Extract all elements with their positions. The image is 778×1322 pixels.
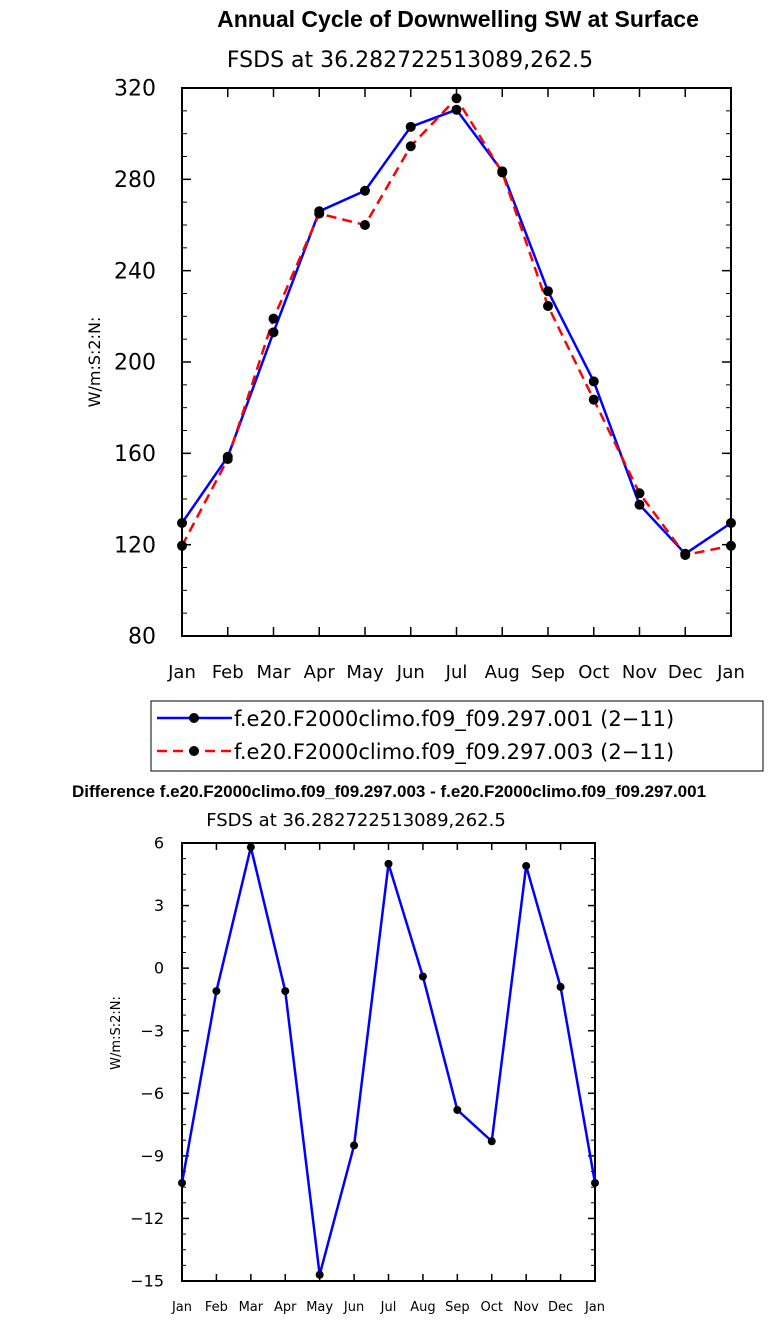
chart2-series1-point	[246, 843, 255, 852]
chart1-legend: f.e20.F2000climo.f09_f09.297.001 (2−11) …	[150, 700, 764, 772]
chart1-y-axis-label: W/m:S:2:N:	[85, 317, 104, 408]
chart1-series2-point	[543, 301, 553, 312]
chart1-series1-point	[360, 185, 370, 196]
chart2-x-tick-label: Sep	[445, 1300, 470, 1315]
chart2-series1-point	[556, 982, 565, 991]
chart1-x-tick-label: Dec	[668, 662, 703, 683]
chart2-y-tick-label: −12	[130, 1209, 164, 1228]
chart1-plot-frame	[181, 87, 732, 637]
chart2-series1-point	[591, 1178, 599, 1187]
chart1-y-tick-label: 280	[114, 168, 156, 193]
legend-series1-marker	[189, 713, 199, 723]
chart1-x-tick-label: Apr	[304, 662, 336, 683]
chart1-series2-point	[588, 394, 599, 405]
chart1-series1-point	[543, 286, 553, 297]
chart2-x-tick-label: Dec	[548, 1300, 573, 1315]
chart2-y-tick-label: 3	[154, 896, 164, 915]
chart2-series1-point	[418, 972, 427, 981]
chart1-series1-point	[726, 517, 736, 528]
chart1-x-tick-label: Oct	[578, 662, 609, 683]
chart1-series2-point	[405, 141, 416, 152]
chart1-series1-point	[405, 121, 416, 132]
chart2-x-tick-label: Jan	[584, 1300, 605, 1315]
chart1-x-tick-label: Jul	[445, 662, 468, 683]
legend-series2-label: f.e20.F2000climo.f09_f09.297.003 (2−11)	[234, 740, 674, 765]
chart2-series1-point	[384, 859, 393, 868]
chart2-y-tick-label: −9	[140, 1146, 164, 1165]
chart2-x-tick-label: Jul	[380, 1300, 397, 1315]
chart2-series1-point	[350, 1141, 359, 1150]
chart2-x-tick-label: Mar	[239, 1300, 264, 1315]
chart1-series1-point	[177, 517, 187, 528]
chart2-x-tick-label: Nov	[513, 1300, 539, 1315]
chart1-plot: 80 120 160 200 240 280 320 Jan Feb Mar Apr May Jun Ju…	[114, 77, 745, 683]
chart2-series1-point	[453, 1105, 462, 1114]
chart1-series2-point	[680, 549, 691, 560]
chart2-series1-point	[487, 1137, 496, 1146]
chart1-x-tick-label: Nov	[622, 662, 657, 683]
chart2-series1-point	[281, 987, 290, 996]
chart1-x-tick-label: Mar	[257, 662, 292, 683]
chart1-x-tick-label: Jan	[716, 662, 745, 683]
legend-series2-marker	[189, 746, 199, 756]
chart2-y-tick-label: −3	[140, 1021, 164, 1040]
chart1-series2-point	[268, 313, 279, 324]
chart1-title: Annual Cycle of Downwelling SW at Surfac…	[217, 6, 699, 32]
chart1-series2-point	[177, 540, 187, 551]
chart1-x-tick-label: Aug	[485, 662, 520, 683]
chart2-x-tick-label: Feb	[205, 1300, 228, 1315]
chart1-subtitle: FSDS at 36.282722513089,262.5	[227, 48, 593, 73]
chart2-plot: −15 −12 −9 −6 −3 0 3 6 Jan Feb Mar Apr May Jun Jul Aug S…	[130, 834, 605, 1315]
chart2-x-tick-label: Jun	[343, 1300, 364, 1315]
chart1-series1-line	[180, 108, 732, 556]
chart1-x-tick-label: Feb	[212, 662, 244, 683]
chart2-series1-point	[315, 1270, 324, 1279]
chart2-subtitle: FSDS at 36.282722513089,262.5	[206, 810, 506, 831]
chart1-series1-point	[451, 104, 462, 115]
chart2-series1-line	[180, 845, 597, 1276]
chart2-x-tick-label: May	[306, 1300, 333, 1315]
chart1-series1-point	[634, 499, 645, 510]
chart2-x-tick-label: Aug	[410, 1300, 435, 1315]
chart1-series2-point	[634, 488, 645, 499]
chart1-x-tick-label: Jan	[167, 662, 196, 683]
chart1-x-tick-label: Jun	[396, 662, 425, 683]
chart2-y-tick-label: 6	[154, 834, 164, 853]
chart2-title: Difference f.e20.F2000climo.f09_f09.297.…	[72, 782, 706, 801]
chart1-series2-point	[314, 208, 325, 219]
chart1-y-tick-label: 80	[128, 625, 156, 650]
chart1-series2-point	[451, 93, 462, 104]
chart1-y-tick-label: 120	[114, 533, 156, 558]
legend-series1-label: f.e20.F2000climo.f09_f09.297.001 (2−11)	[234, 707, 674, 732]
chart2-y-tick-label: 0	[154, 959, 164, 978]
chart1-series2-line	[180, 97, 732, 557]
chart2-plot-frame	[181, 842, 596, 1282]
chart1-series2-point	[222, 454, 233, 465]
chart2-y-axis-label: W/m:S:2:N:	[109, 996, 124, 1070]
chart1-series1-point	[588, 376, 599, 387]
chart2-x-tick-label: Oct	[481, 1300, 503, 1315]
chart2-x-tick-label: Jan	[171, 1300, 192, 1315]
chart2-series1-point	[212, 987, 221, 996]
chart2-y-tick-label: −6	[140, 1084, 164, 1103]
chart1-y-tick-label: 240	[114, 259, 156, 284]
chart1-series2-point	[497, 167, 508, 178]
chart2-series1-point	[178, 1178, 186, 1187]
chart1-y-tick-label: 320	[114, 77, 156, 102]
chart1-series1-point	[268, 327, 279, 338]
chart2-x-tick-label: Apr	[274, 1300, 297, 1315]
chart2-y-tick-label: −15	[130, 1272, 164, 1291]
chart2-series1-point	[522, 861, 531, 870]
legend-box	[150, 700, 764, 772]
chart1-y-tick-label: 160	[114, 442, 156, 467]
chart1-x-tick-label: Sep	[531, 662, 565, 683]
chart1-x-tick-label: May	[346, 662, 384, 683]
chart1-y-tick-label: 200	[114, 351, 156, 376]
chart1-series2-point	[726, 540, 736, 551]
chart1-series2-point	[360, 220, 370, 230]
